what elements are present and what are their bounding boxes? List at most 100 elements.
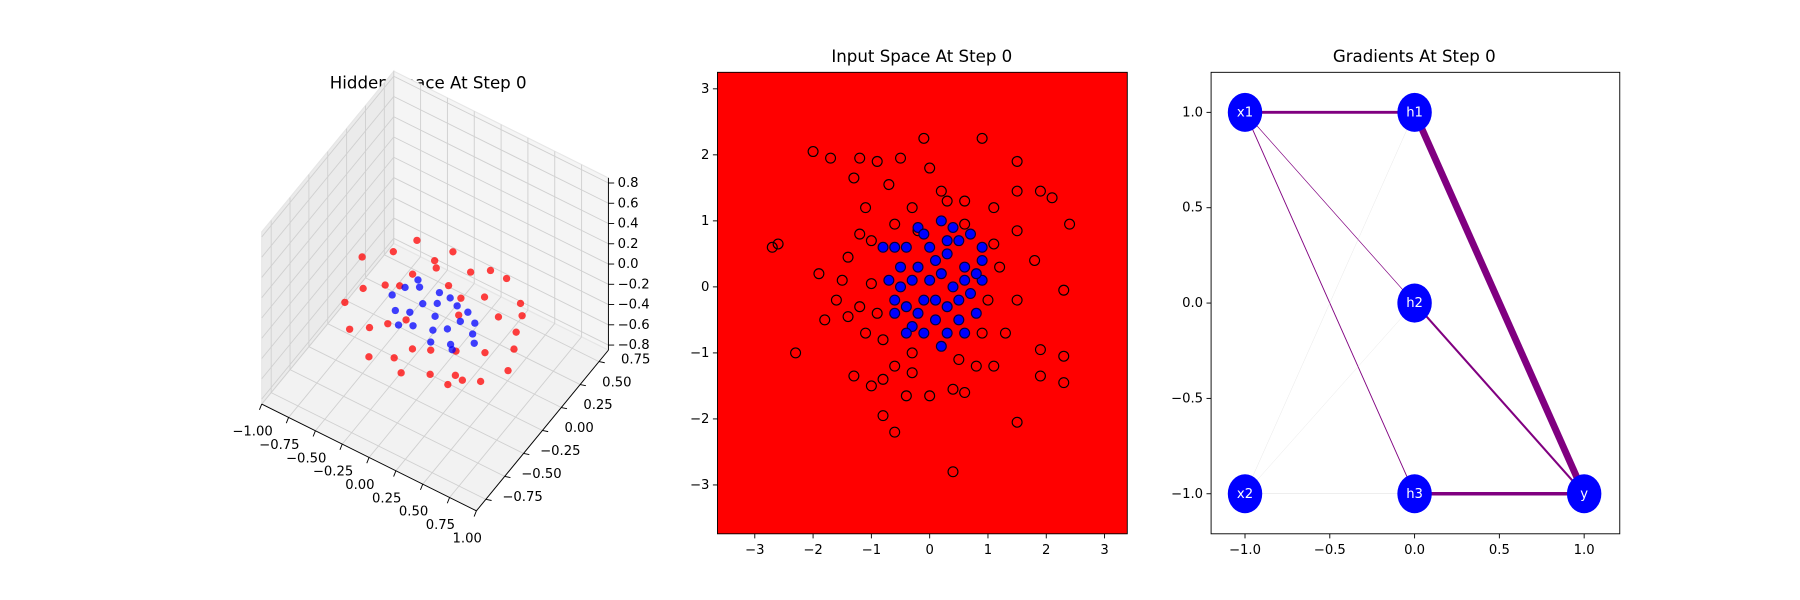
point bbox=[476, 377, 485, 386]
point bbox=[976, 241, 988, 253]
point bbox=[988, 238, 1000, 250]
point bbox=[427, 338, 435, 346]
node bbox=[1566, 474, 1602, 514]
point bbox=[435, 288, 444, 297]
point bbox=[935, 215, 947, 227]
point bbox=[854, 301, 866, 313]
point bbox=[381, 281, 389, 289]
point bbox=[401, 283, 409, 292]
point bbox=[464, 308, 472, 316]
point bbox=[449, 248, 457, 256]
grid-line bbox=[261, 116, 395, 278]
point bbox=[1058, 284, 1070, 296]
node-label: x2 bbox=[1237, 487, 1253, 502]
point bbox=[1034, 370, 1046, 382]
point bbox=[918, 294, 930, 306]
point bbox=[486, 266, 495, 275]
axis-line bbox=[476, 349, 609, 512]
x-tick-label: 0.75 bbox=[426, 518, 455, 533]
y-tick-label: −0.5 bbox=[1171, 391, 1203, 406]
point bbox=[468, 330, 477, 338]
point bbox=[341, 298, 349, 307]
point bbox=[1011, 416, 1023, 428]
point bbox=[900, 327, 912, 339]
x-tick-label: 3 bbox=[1100, 543, 1108, 558]
x-tick-label: −3 bbox=[745, 543, 764, 558]
point bbox=[409, 322, 417, 330]
point bbox=[889, 360, 901, 372]
point bbox=[408, 345, 417, 353]
point bbox=[976, 254, 988, 266]
point bbox=[1058, 350, 1070, 362]
node-label: y bbox=[1580, 487, 1588, 502]
x-tick-label: −1 bbox=[862, 543, 881, 558]
point bbox=[895, 261, 907, 273]
tick-mark bbox=[473, 510, 477, 517]
point bbox=[889, 307, 901, 319]
grid-line bbox=[393, 156, 609, 265]
point bbox=[900, 241, 912, 253]
point bbox=[929, 314, 942, 326]
point bbox=[941, 235, 953, 247]
grid-line bbox=[261, 197, 395, 359]
point bbox=[807, 146, 819, 158]
point bbox=[426, 370, 434, 379]
point bbox=[836, 274, 848, 286]
x-tick-label: 0.00 bbox=[345, 478, 374, 493]
y-tick-label: −0.25 bbox=[540, 444, 580, 459]
grid-line bbox=[308, 346, 524, 454]
point bbox=[819, 314, 831, 326]
point bbox=[964, 287, 976, 299]
node-label: h2 bbox=[1406, 296, 1423, 311]
tick-mark bbox=[366, 457, 370, 464]
y-tick-label: 3 bbox=[701, 82, 709, 97]
point bbox=[848, 370, 860, 382]
x-tick-label: 0.25 bbox=[372, 491, 401, 506]
point bbox=[825, 152, 837, 164]
chart-title: Input Space At Step 0 bbox=[831, 47, 1012, 66]
tick-mark bbox=[446, 497, 450, 504]
grid-line bbox=[393, 116, 609, 224]
point bbox=[906, 367, 918, 379]
point bbox=[912, 307, 924, 319]
point bbox=[365, 323, 374, 332]
point bbox=[941, 301, 953, 313]
point bbox=[446, 294, 454, 302]
point bbox=[947, 383, 959, 395]
y-tick-label: 0 bbox=[701, 280, 709, 295]
grid-line bbox=[393, 75, 609, 184]
point bbox=[430, 257, 439, 265]
x-tick-label: 2 bbox=[1042, 543, 1050, 558]
tick-mark bbox=[339, 443, 343, 451]
point bbox=[1011, 155, 1023, 167]
node-label: x1 bbox=[1237, 105, 1253, 120]
point bbox=[451, 371, 460, 380]
z-tick-label: 0.2 bbox=[618, 237, 639, 252]
axes-frame bbox=[717, 71, 1128, 535]
y-tick-label: 2 bbox=[701, 148, 709, 163]
x-tick-label: 0.50 bbox=[399, 505, 428, 520]
z-tick-label: 0.0 bbox=[618, 257, 639, 272]
point bbox=[470, 339, 478, 347]
point bbox=[918, 132, 930, 144]
point bbox=[889, 241, 901, 253]
point bbox=[947, 281, 959, 293]
point bbox=[842, 251, 854, 263]
point bbox=[970, 268, 982, 280]
point bbox=[935, 340, 947, 352]
point bbox=[359, 284, 367, 293]
point bbox=[941, 195, 953, 207]
z-tick-label: 0.8 bbox=[618, 176, 639, 191]
z-tick-label: 0.4 bbox=[618, 217, 639, 232]
point bbox=[402, 316, 410, 324]
x-tick-label: −0.25 bbox=[313, 465, 353, 480]
grid-line bbox=[384, 254, 600, 363]
point bbox=[959, 195, 971, 207]
point bbox=[471, 319, 479, 327]
point bbox=[924, 274, 936, 286]
point bbox=[900, 390, 912, 402]
point bbox=[865, 380, 877, 392]
x-tick-label: −1.0 bbox=[1229, 543, 1261, 558]
point bbox=[1029, 254, 1041, 266]
